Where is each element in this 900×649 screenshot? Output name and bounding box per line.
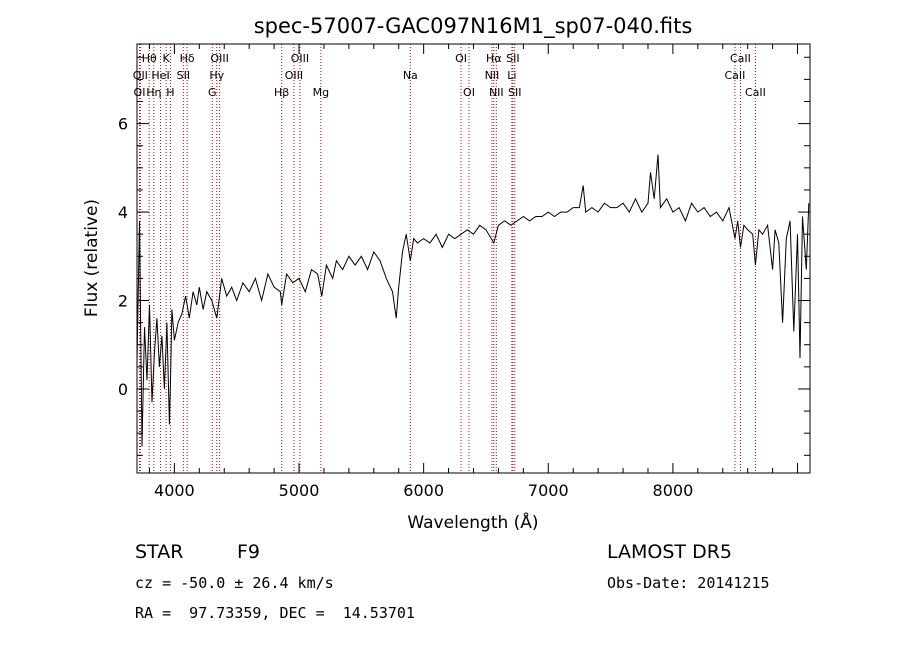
- line-marker-label: OII: [133, 69, 148, 82]
- spectrum-line: [136, 154, 810, 447]
- line-marker-label: Hβ: [274, 86, 289, 99]
- line-marker-label: OIII: [285, 69, 303, 82]
- line-marker-label: OI: [134, 86, 146, 99]
- line-marker-label: Na: [403, 69, 418, 82]
- line-marker-label: OI: [455, 52, 467, 65]
- line-marker-label: HeI: [151, 69, 169, 82]
- survey-name: LAMOST DR5: [607, 541, 732, 563]
- line-marker-label: Hθ: [142, 52, 157, 65]
- line-marker-label: H: [166, 86, 174, 99]
- x-tick-label: 7000: [528, 481, 569, 500]
- plot-frame: [136, 43, 811, 474]
- line-marker-label: NII: [489, 86, 504, 99]
- y-tick-label: 0: [118, 380, 128, 399]
- object-class: STAR: [135, 541, 184, 563]
- y-axis-ticks: 0 2 4 6: [118, 56, 810, 456]
- x-axis-ticks: 4000 5000 6000 7000 8000: [148, 44, 799, 500]
- line-marker-label: OIII: [291, 52, 309, 65]
- line-marker-label: Li: [507, 69, 516, 82]
- line-marker-label: SII: [177, 69, 190, 82]
- object-subclass: F9: [237, 541, 261, 563]
- line-marker-label: SII: [506, 52, 519, 65]
- chart-title: spec-57007-GAC097N16M1_sp07-040.fits: [254, 14, 693, 39]
- line-marker-label: K: [163, 52, 171, 65]
- observation-date: Obs-Date: 20141215: [607, 574, 770, 592]
- line-marker-label: NII: [485, 69, 500, 82]
- x-tick-label: 5000: [279, 481, 320, 500]
- y-tick-label: 2: [118, 292, 128, 311]
- y-tick-label: 4: [118, 203, 128, 222]
- line-marker-label: OIII: [210, 52, 228, 65]
- y-tick-label: 6: [118, 115, 128, 134]
- x-tick-label: 4000: [154, 481, 195, 500]
- line-marker-label: CaII: [745, 86, 766, 99]
- redshift-velocity: cz = -50.0 ± 26.4 km/s: [135, 574, 334, 592]
- line-marker-label: CaII: [725, 69, 746, 82]
- line-marker-label: Mg: [313, 86, 329, 99]
- line-marker-label: OI: [463, 86, 475, 99]
- line-marker-label: Hα: [486, 52, 502, 65]
- x-tick-label: 6000: [403, 481, 444, 500]
- coordinates: RA = 97.73359, DEC = 14.53701: [135, 604, 415, 622]
- line-marker-label: Hδ: [180, 52, 195, 65]
- line-marker-label: Hγ: [209, 69, 224, 82]
- line-marker-label: CaII: [730, 52, 751, 65]
- x-tick-label: 8000: [653, 481, 694, 500]
- x-axis-label: Wavelength (Å): [407, 511, 538, 533]
- line-marker-label: G: [208, 86, 217, 99]
- y-axis-label: Flux (relative): [82, 199, 102, 317]
- line-marker-label: SII: [508, 86, 521, 99]
- line-marker-label: Hη: [146, 86, 161, 99]
- line-markers: [138, 44, 756, 473]
